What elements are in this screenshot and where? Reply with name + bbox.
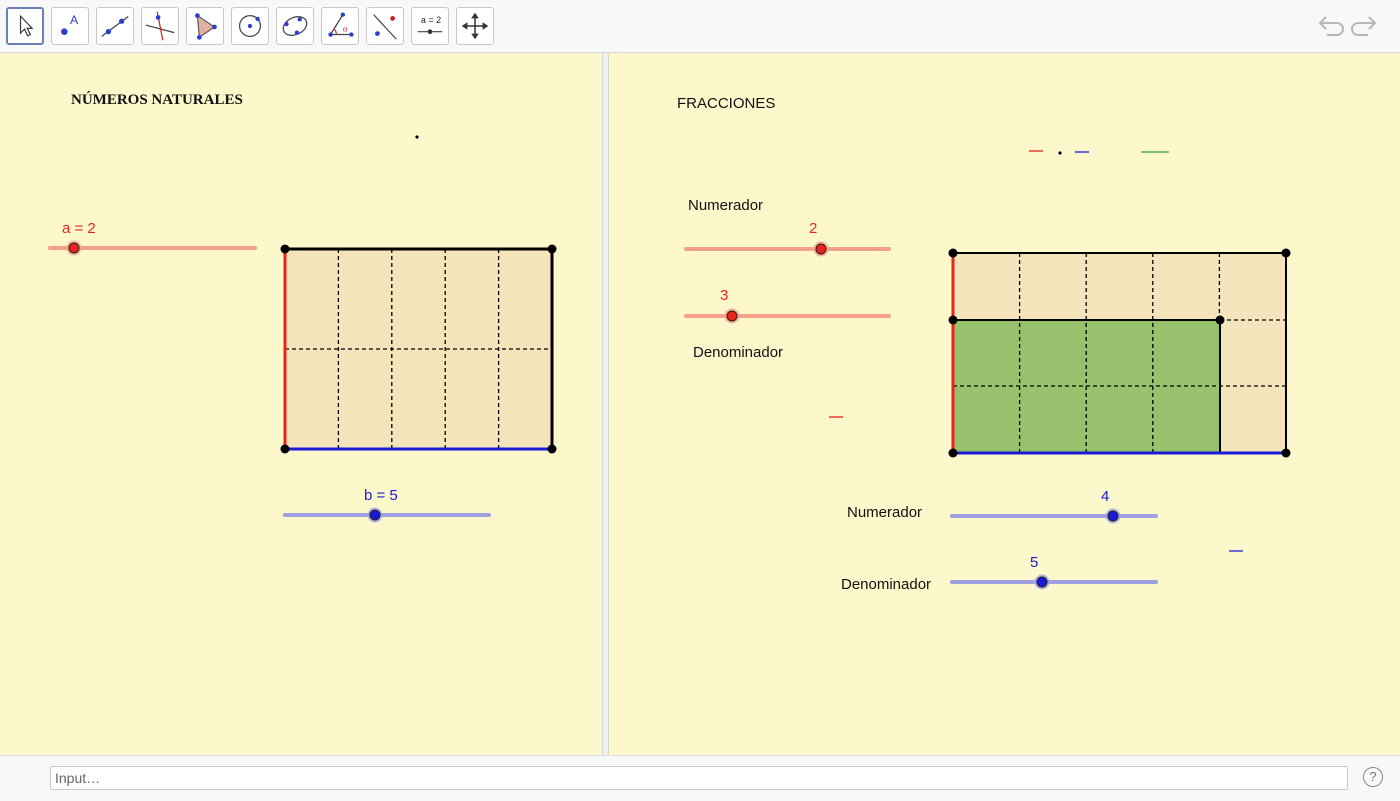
svg-text:α: α [343, 25, 348, 34]
help-button[interactable]: ? [1363, 767, 1383, 787]
numerator-1-label: Numerador [688, 197, 763, 214]
line-tool-button[interactable] [96, 7, 134, 45]
ellipse-icon [282, 16, 308, 36]
right-title: FRACCIONES [677, 95, 775, 112]
panel-divider[interactable] [602, 53, 609, 755]
angle-tool-button[interactable]: α [321, 7, 359, 45]
natural-corner-points[interactable] [280, 244, 557, 454]
move-graphics-view-tool-button[interactable] [456, 7, 494, 45]
slider-b-label: b = 5 [364, 487, 398, 504]
numerator-2-label: Numerador [847, 504, 922, 521]
slider-a-label: a = 2 [62, 220, 96, 237]
graphics-view-right[interactable]: FRACCIONES Numerador 2 3 Denominador [609, 53, 1400, 755]
toolbar: A α a = 2 [0, 0, 1400, 53]
conic-tool-button[interactable] [276, 7, 314, 45]
move-arrows-icon [461, 12, 489, 40]
slider-a-handle[interactable] [68, 242, 80, 254]
svg-text:A: A [70, 13, 79, 27]
circle-center-point-icon [238, 14, 262, 38]
input-bar [0, 755, 1400, 801]
denominator-1-label: Denominador [693, 344, 783, 361]
numerator-2-slider-handle[interactable] [1107, 510, 1119, 522]
numerator-1-slider-handle[interactable] [815, 243, 827, 255]
slider-tool-text: a = 2 [420, 15, 442, 25]
denominator-2-slider-handle[interactable] [1036, 576, 1048, 588]
polygon-icon [195, 13, 217, 40]
reflect-about-line-icon [373, 14, 397, 40]
cursor-arrow-icon [19, 14, 34, 37]
circle-tool-button[interactable] [231, 7, 269, 45]
slider-icon [417, 29, 443, 35]
numerator-1-value: 2 [809, 220, 817, 237]
fraction-grid-lines [953, 253, 1286, 453]
slider-tool-button[interactable]: a = 2 [411, 7, 449, 45]
denominator-1-value: 3 [720, 287, 728, 304]
perpendicular-line-tool-button[interactable] [141, 7, 179, 45]
tiny-dot [415, 135, 419, 139]
point-icon: A [61, 13, 79, 35]
perpendicular-line-icon [145, 11, 175, 41]
product-dot [1058, 151, 1062, 155]
fraction-corner-points[interactable] [948, 248, 1291, 458]
reflect-tool-button[interactable] [366, 7, 404, 45]
denominator-2-value: 5 [1030, 554, 1038, 571]
point-tool-button[interactable]: A [51, 7, 89, 45]
polygon-tool-button[interactable] [186, 7, 224, 45]
left-canvas: NÚMEROS NATURALES a = 2 b = 5 [48, 91, 557, 523]
move-tool-button[interactable] [6, 7, 44, 45]
angle-icon: α [328, 12, 354, 37]
redo-button[interactable] [1350, 10, 1382, 42]
undo-icon [1318, 16, 1344, 36]
natural-grid-lines [285, 249, 552, 449]
redo-icon [1351, 16, 1377, 36]
right-canvas: FRACCIONES Numerador 2 3 Denominador [677, 95, 1291, 593]
left-title: NÚMEROS NATURALES [71, 91, 243, 108]
denominator-2-label: Denominador [841, 576, 931, 593]
algebra-input-field[interactable] [50, 766, 1348, 790]
numerator-2-value: 4 [1101, 488, 1109, 505]
line-through-points-icon [101, 16, 129, 37]
slider-b-handle[interactable] [369, 509, 381, 521]
denominator-1-slider-handle[interactable] [726, 310, 738, 322]
graphics-view-left[interactable]: NÚMEROS NATURALES a = 2 b = 5 [0, 53, 602, 755]
undo-button[interactable] [1313, 10, 1345, 42]
